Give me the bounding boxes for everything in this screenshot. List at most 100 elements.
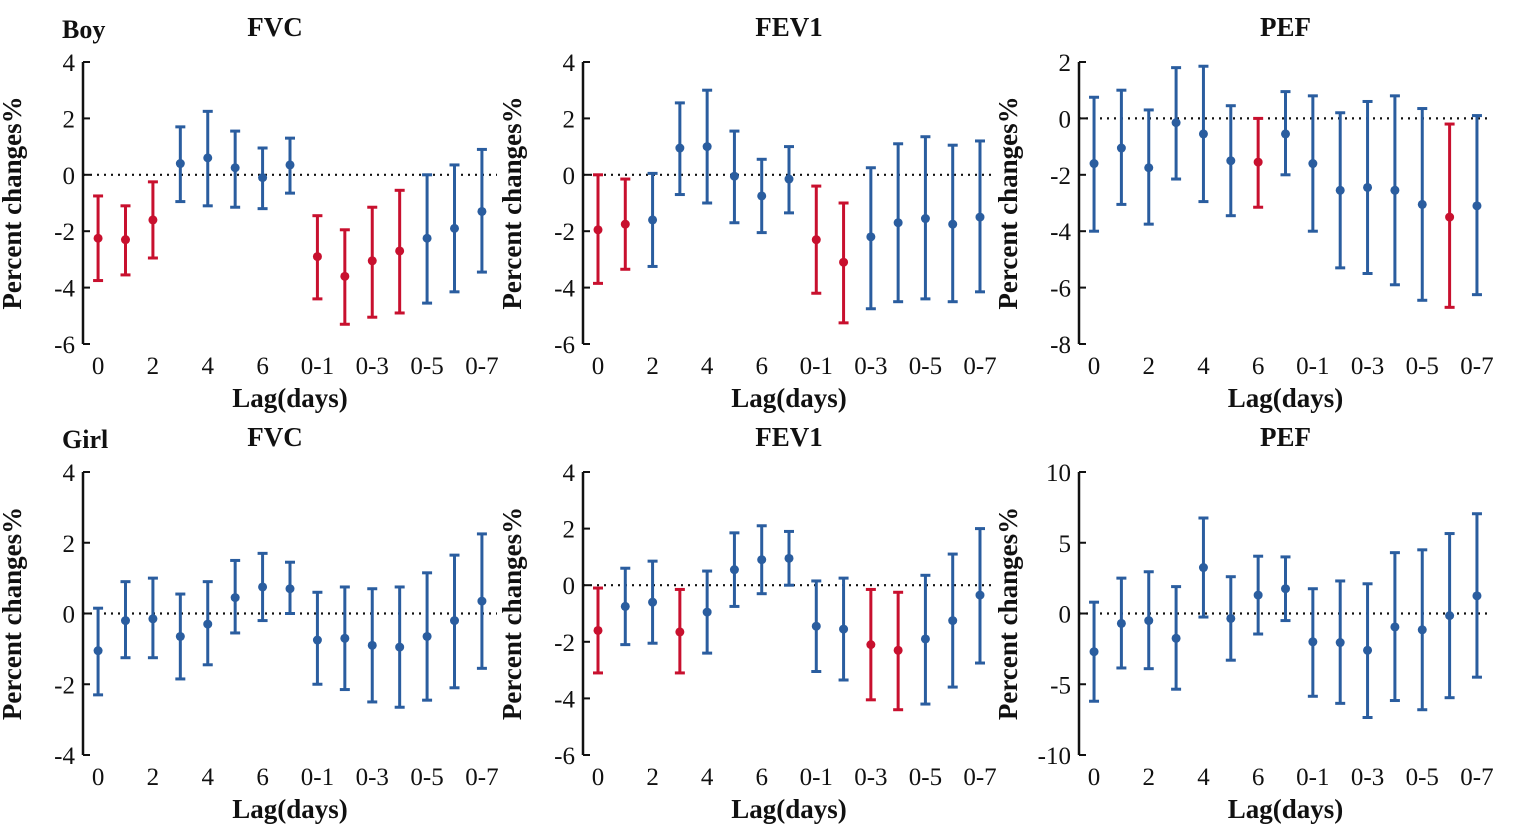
x-tick-label: 6 xyxy=(755,764,768,791)
point-estimate xyxy=(620,601,630,611)
error-bar-lag-0-6 xyxy=(449,553,460,690)
x-tick-label: 0-5 xyxy=(909,764,942,791)
error-bar-lag-0-7 xyxy=(476,532,487,670)
error-bar-lag-7 xyxy=(784,529,794,587)
error-bar-lag-0-5 xyxy=(422,173,433,305)
point-estimate xyxy=(893,218,903,228)
error-bar-lag-0-4 xyxy=(1389,551,1400,703)
error-bar-lag-0 xyxy=(593,586,604,675)
point-estimate xyxy=(422,233,432,243)
point-estimate xyxy=(1144,616,1154,626)
y-tick-label: -2 xyxy=(54,672,75,699)
y-tick-label: 4 xyxy=(563,50,576,77)
point-estimate xyxy=(450,223,460,233)
point-estimate xyxy=(729,565,739,575)
point-estimate xyxy=(175,159,185,169)
y-tick-label: -10 xyxy=(1038,743,1071,770)
x-tick-label: 0-1 xyxy=(1296,764,1329,791)
point-estimate xyxy=(230,163,240,173)
x-tick-label: 0-3 xyxy=(356,353,389,380)
point-estimate xyxy=(757,191,767,201)
point-estimate xyxy=(675,143,685,153)
x-tick-label: 6 xyxy=(1252,353,1265,380)
point-estimate xyxy=(1445,212,1455,222)
error-bar-lag-0-3 xyxy=(1362,582,1373,720)
error-bar-lag-6 xyxy=(257,146,268,211)
x-tick-label: 0-5 xyxy=(909,353,942,380)
y-tick-label: -4 xyxy=(554,686,575,713)
point-estimate xyxy=(975,212,985,222)
x-tick-label: 6 xyxy=(755,353,768,380)
y-tick-label: 0 xyxy=(63,602,76,629)
x-tick-label: 6 xyxy=(256,353,269,380)
error-bar-lag-0-7 xyxy=(1471,114,1482,297)
y-tick-label: -6 xyxy=(554,332,575,359)
point-estimate xyxy=(811,235,821,245)
y-tick-label: -4 xyxy=(54,276,75,303)
y-tick-label: 0 xyxy=(1059,602,1072,629)
error-bar-lag-0-6 xyxy=(947,143,958,304)
point-estimate xyxy=(367,640,377,650)
error-bar-lag-0-2 xyxy=(1335,579,1346,705)
y-tick-label: 5 xyxy=(1059,531,1072,558)
x-tick-label: 0-5 xyxy=(410,353,443,380)
point-estimate xyxy=(839,624,849,634)
error-bar-lag-0-7 xyxy=(476,147,487,274)
error-bar-lag-0-7 xyxy=(974,139,985,294)
error-bar-lag-2 xyxy=(1143,570,1154,671)
x-tick-label: 0-5 xyxy=(1406,764,1439,791)
x-axis-label: Lag(days) xyxy=(232,794,348,824)
point-estimate xyxy=(230,593,240,603)
point-estimate xyxy=(148,614,158,624)
y-tick-label: -5 xyxy=(1050,672,1071,699)
error-bar-lag-2 xyxy=(147,180,158,260)
error-bar-lag-0-2 xyxy=(339,585,350,692)
point-estimate xyxy=(1198,129,1208,139)
chart-panel-boy-fev1: FEV1 4 2 0 -2 -4 -6 Percent changes% 0 2 4 6 0-1 0-3 0… xyxy=(497,12,997,413)
x-tick-label: 4 xyxy=(201,764,214,791)
x-tick-label: 2 xyxy=(1142,764,1155,791)
point-estimate xyxy=(285,584,295,594)
error-bar-lag-0-6 xyxy=(449,163,460,294)
point-estimate xyxy=(1335,638,1345,648)
error-bar-lag-7 xyxy=(784,145,794,215)
point-estimate xyxy=(702,607,712,617)
point-estimate xyxy=(784,553,794,563)
error-bar-lag-2 xyxy=(647,559,658,645)
error-bar-lag-7 xyxy=(285,560,295,615)
error-bar-lag-0-4 xyxy=(394,188,405,315)
chart-title: PEF xyxy=(1260,422,1311,452)
y-tick-label: 4 xyxy=(63,460,76,487)
x-tick-label: 0-1 xyxy=(1296,353,1329,380)
error-bar-lag-2 xyxy=(1143,108,1154,226)
x-tick-label: 2 xyxy=(646,764,659,791)
y-tick-label: -6 xyxy=(54,332,75,359)
y-axis-label: Percent changes% xyxy=(497,96,527,309)
error-bar-lag-3 xyxy=(175,125,186,204)
error-bar-lag-0-4 xyxy=(893,142,904,304)
x-axis-label: Lag(days) xyxy=(1228,383,1344,413)
error-bar-lag-0-4 xyxy=(1389,94,1400,287)
point-estimate xyxy=(811,621,821,631)
point-estimate xyxy=(312,252,322,262)
error-bar-lag-7 xyxy=(285,136,295,195)
y-tick-label: -2 xyxy=(1050,163,1071,190)
point-estimate xyxy=(593,225,603,235)
error-bar-lag-0 xyxy=(1089,95,1100,233)
chart-panel-girl-fvc: FVC 4 2 0 -2 -4 Percent changes% 0 2 4 6 0-1 0-3 0-5 0… xyxy=(0,422,499,824)
point-estimate xyxy=(175,631,185,641)
error-bar-lag-0 xyxy=(93,606,104,697)
point-estimate xyxy=(920,634,930,644)
x-tick-label: 0 xyxy=(1088,353,1101,380)
y-tick-label: 2 xyxy=(63,106,76,133)
point-estimate xyxy=(1417,199,1427,209)
point-estimate xyxy=(893,645,903,655)
point-estimate xyxy=(1390,622,1400,632)
x-tick-label: 0 xyxy=(1088,764,1101,791)
error-bar-lag-0-1 xyxy=(811,184,822,295)
point-estimate xyxy=(1363,645,1373,655)
point-estimate xyxy=(839,257,849,267)
error-bar-lag-1 xyxy=(1116,576,1127,670)
y-tick-label: 0 xyxy=(1059,106,1072,133)
x-tick-label: 0-7 xyxy=(1460,353,1493,380)
